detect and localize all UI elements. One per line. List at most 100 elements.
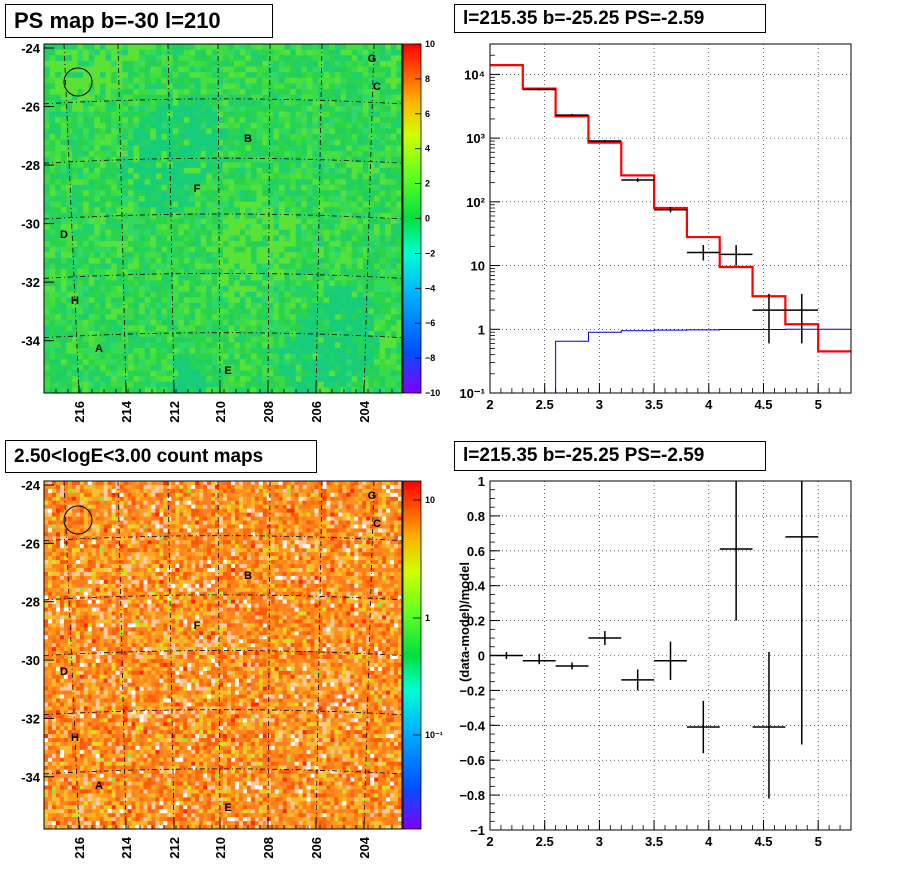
ps-map-pixel xyxy=(351,336,358,343)
count-map-pixel xyxy=(350,488,355,494)
ps-map-pixel xyxy=(144,167,151,174)
ps-map-pixel xyxy=(161,184,168,191)
ps-map-pixel xyxy=(351,387,358,394)
count-map-pixel xyxy=(298,500,303,506)
ps-map-pixel xyxy=(178,94,185,101)
ps-map-pixel xyxy=(71,331,78,338)
ps-map-pixel xyxy=(94,55,101,62)
count-map-pixel xyxy=(215,508,220,514)
ps-map-pixel xyxy=(217,263,224,270)
ps-map-pixel xyxy=(206,162,213,169)
ps-map-pixel xyxy=(346,297,353,304)
ps-map-pixel xyxy=(374,229,381,236)
ps-map-pixel xyxy=(250,122,257,129)
ps-map-pixel xyxy=(71,167,78,174)
ps-map-pixel xyxy=(306,190,313,197)
ps-map-pixel xyxy=(379,60,386,67)
ps-map-pixel xyxy=(267,111,274,118)
count-map-pixel xyxy=(242,508,248,514)
ps-map-pixel xyxy=(323,150,330,157)
ps-map-pixel xyxy=(144,128,151,135)
ps-map-pixel xyxy=(239,94,246,101)
ps-map-pixel xyxy=(284,286,291,293)
ps-map-pixel xyxy=(183,359,190,366)
ps-map-pixel xyxy=(396,77,403,84)
ps-map-pixel xyxy=(396,325,403,332)
ps-map-pixel xyxy=(290,150,297,157)
ps-map-pixel xyxy=(262,342,269,349)
ps-map-pixel xyxy=(49,49,56,56)
ps-map-pixel xyxy=(278,150,285,157)
ps-map-pixel xyxy=(267,162,274,169)
ps-map-pixel xyxy=(195,381,202,388)
ps-map-pixel xyxy=(368,66,375,73)
ps-map-pixel xyxy=(323,44,330,51)
ps-map-pixel xyxy=(116,364,123,371)
ps-map-pixel xyxy=(139,347,146,354)
ps-map-pixel xyxy=(94,246,101,253)
ps-map-pixel xyxy=(155,280,162,287)
ps-map-pixel xyxy=(189,302,196,309)
ps-map-pixel xyxy=(390,257,397,264)
ps-map-pixel xyxy=(346,55,353,62)
ps-map-pixel xyxy=(183,342,190,349)
ps-map-pixel xyxy=(223,83,229,90)
count-map-pixel xyxy=(175,496,180,502)
ps-map-pixel xyxy=(116,319,123,326)
ps-map-pixel xyxy=(77,286,84,293)
ps-map-pixel xyxy=(144,94,151,101)
ps-map-pixel xyxy=(278,370,285,377)
ps-map-pixel xyxy=(183,150,190,157)
ps-map-pixel xyxy=(133,280,140,287)
ps-map-pixel xyxy=(217,302,224,309)
ps-map-pixel xyxy=(379,195,386,203)
ps-map-pixel xyxy=(139,269,146,276)
ps-map-pixel xyxy=(245,376,252,383)
spectrum-x-tick-label: 3 xyxy=(596,397,603,412)
ps-map-pixel xyxy=(49,319,56,326)
ps-map-pixel xyxy=(245,359,252,366)
ps-map-pixel xyxy=(167,336,174,343)
ps-map-pixel xyxy=(189,122,196,129)
ps-map-pixel xyxy=(206,105,213,112)
ps-map-pixel xyxy=(161,252,168,259)
ps-map-pixel xyxy=(99,49,106,56)
ps-map-pixel xyxy=(183,55,190,62)
ps-map-pixel xyxy=(385,173,392,180)
ps-map-pixel xyxy=(346,83,353,90)
ps-map-pixel xyxy=(301,381,308,388)
ps-map-pixel xyxy=(245,342,252,349)
ps-map-pixel xyxy=(256,72,263,79)
ps-map-pixel xyxy=(211,44,218,51)
ps-map-pixel xyxy=(189,105,196,112)
map-grid-meridian xyxy=(363,43,375,394)
count-map-pixel xyxy=(302,481,307,486)
ps-map-pixel xyxy=(284,229,291,236)
ps-map-pixel xyxy=(77,218,84,225)
count-map-pixel xyxy=(179,481,184,486)
ps-map-pixel xyxy=(133,134,140,141)
ps-map-pixel xyxy=(144,66,151,73)
ps-map-pixel xyxy=(189,376,196,383)
ps-map-pixel xyxy=(262,207,269,214)
ps-map-pixel xyxy=(340,156,347,163)
ps-map-pixel xyxy=(83,128,90,135)
count-map-pixel xyxy=(386,508,391,514)
ps-map-pixel xyxy=(183,280,190,287)
ps-map-pixel xyxy=(374,173,381,180)
ps-map-pixel xyxy=(234,66,241,73)
ps-map-pixel xyxy=(346,229,353,236)
background-spectrum-line xyxy=(490,328,851,394)
ps-map-pixel xyxy=(239,218,246,225)
ps-map-pixel xyxy=(55,325,62,332)
ps-map-pixel xyxy=(183,100,190,107)
ps-map-pixel xyxy=(351,381,358,388)
ps-map-pixel xyxy=(49,241,56,248)
ps-map-pixel xyxy=(189,134,196,141)
ps-map-pixel xyxy=(346,212,353,219)
ps-map-pixel xyxy=(200,229,207,236)
ps-map-pixel xyxy=(200,252,207,259)
ps-map-pixel xyxy=(256,105,263,112)
ps-map-pixel xyxy=(66,100,73,107)
ps-map-pixel xyxy=(178,44,185,51)
